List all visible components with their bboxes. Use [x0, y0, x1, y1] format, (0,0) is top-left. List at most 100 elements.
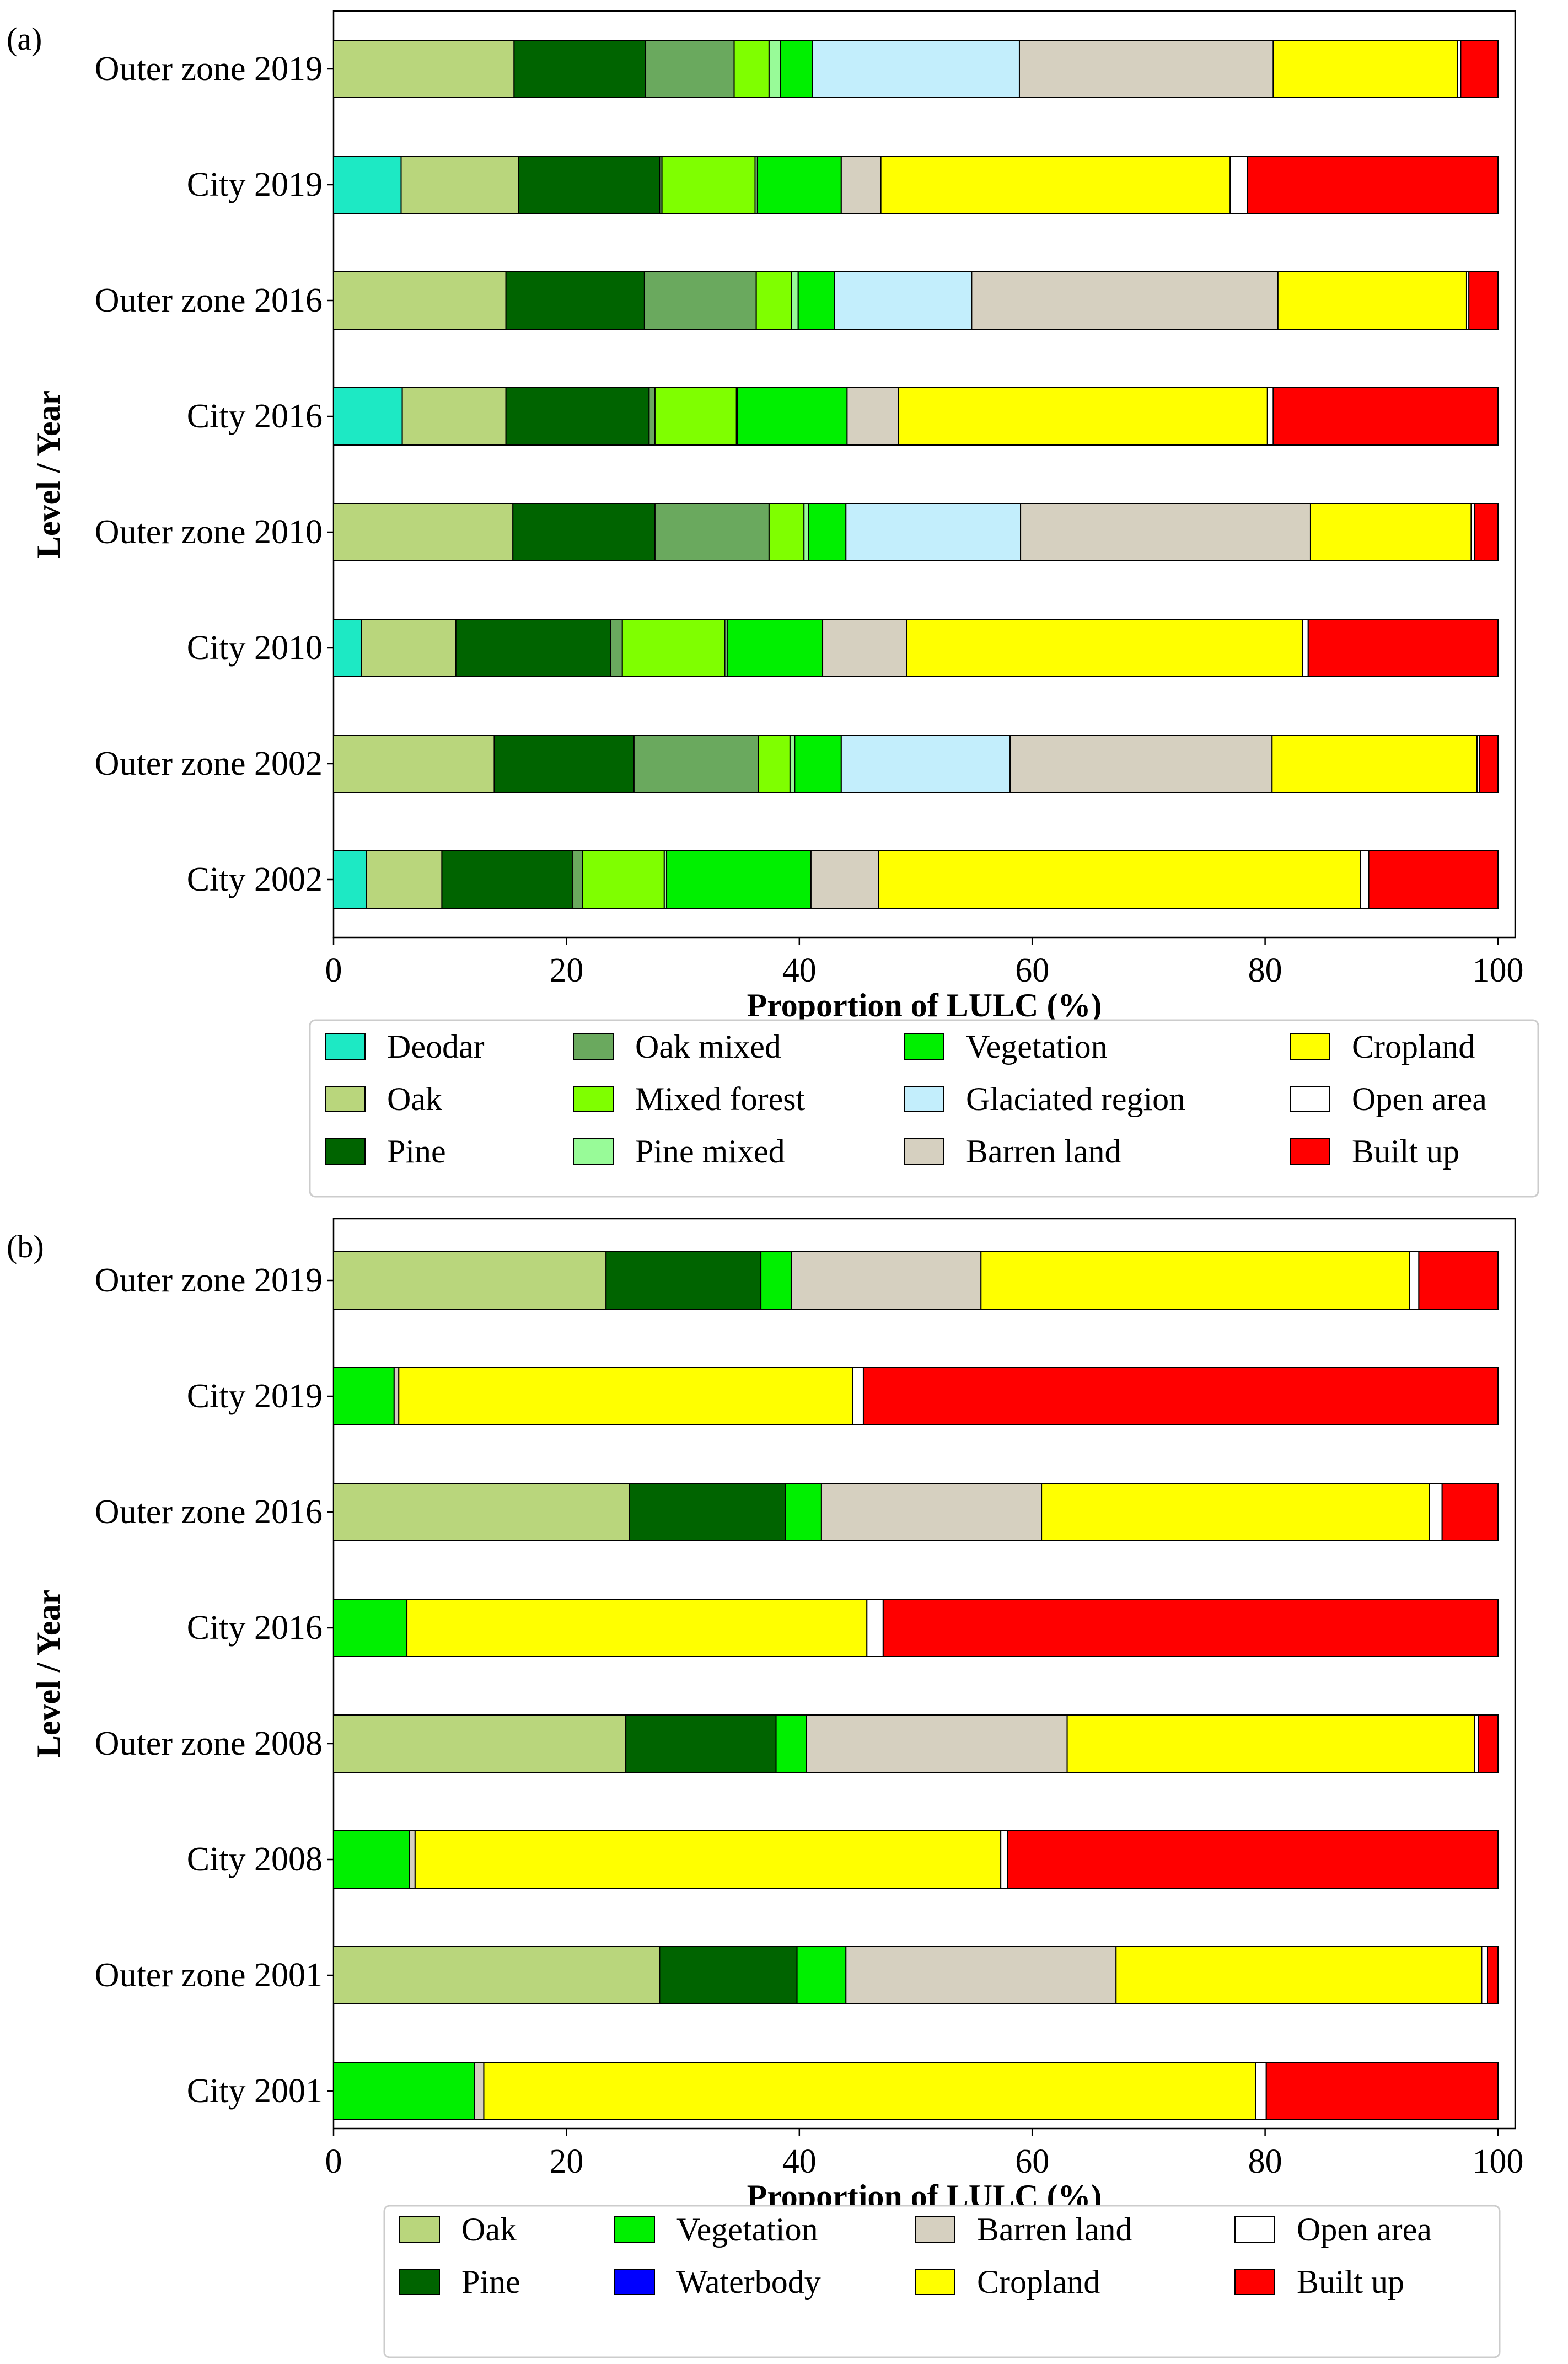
bar-segment-vegetation	[666, 850, 812, 909]
bar-segment-cropland	[406, 1599, 868, 1657]
bar-segment-cropland	[414, 1830, 1002, 1889]
bar-segment-vegetation	[780, 40, 813, 98]
bar-segment-built-up	[1368, 850, 1499, 909]
legend-label: Waterbody	[676, 2264, 821, 2300]
x-tick-label: 0	[325, 952, 342, 989]
legend-item-vegetation: Vegetation	[904, 1028, 1108, 1065]
legend-label: Deodar	[387, 1028, 485, 1065]
bar-segment-cropland	[1271, 735, 1478, 793]
bar-segment-oak	[333, 503, 514, 561]
y-tick-label: Outer zone 2008	[95, 1725, 323, 1762]
bar-segment-mixed-forest	[654, 387, 737, 446]
legend-item-waterbody: Waterbody	[614, 2264, 821, 2300]
bar-segment-pine	[629, 1483, 786, 1541]
bar-segment-barren-land	[1020, 503, 1311, 561]
legend-label: Built up	[1352, 1133, 1459, 1170]
bar-segment-oak	[333, 40, 515, 98]
y-tick-label: City 2019	[187, 166, 323, 203]
y-tick-label: Outer zone 2016	[95, 282, 323, 319]
legend-swatch	[399, 2216, 440, 2243]
bar-segment-open-area	[1481, 1946, 1488, 2004]
legend-label: Barren land	[966, 1133, 1121, 1170]
bar-segment-pine-mixed	[768, 40, 782, 98]
bar-segment-oak	[361, 619, 457, 677]
legend-item-glaciated-region: Glaciated region	[904, 1081, 1185, 1117]
bar-segment-cropland	[1272, 40, 1458, 98]
legend-swatch	[573, 1138, 614, 1165]
x-tick-label: 80	[1248, 2143, 1282, 2180]
bar-segment-oak	[400, 156, 519, 214]
bar-segment-open-area	[1255, 2062, 1267, 2120]
x-axis-title: Proportion of LULC (%)	[747, 987, 1102, 1023]
bar-segment-open-area	[1409, 1251, 1420, 1310]
bar-segment-cropland	[1309, 503, 1472, 561]
bar-segment-barren-land	[840, 156, 882, 214]
bar-segment-pine	[493, 735, 635, 793]
legend-label: Open area	[1297, 2211, 1432, 2248]
bar-segment-built-up	[1418, 1251, 1499, 1310]
bar-segment-oak-mixed	[654, 503, 770, 561]
bar-segment-vegetation	[785, 1483, 822, 1541]
legend-swatch	[915, 2269, 955, 2295]
bar-segment-glaciated-region	[840, 735, 1011, 793]
bar-segment-oak	[366, 850, 443, 909]
legend-swatch	[573, 1033, 614, 1060]
bar-segment-built-up	[1272, 387, 1499, 446]
bar-segment-oak-mixed	[643, 271, 757, 330]
bar-segment-built-up	[1265, 2062, 1499, 2120]
legend-swatch	[325, 1033, 366, 1060]
bar-segment-cropland	[898, 387, 1268, 446]
bar-segment-vegetation	[775, 1714, 807, 1773]
legend-label: Pine	[387, 1133, 446, 1170]
y-axis-title: Level / Year	[30, 390, 67, 558]
x-tick-label: 100	[1473, 2143, 1524, 2180]
x-tick-label: 40	[782, 952, 817, 989]
bar-segment-barren-land	[1018, 40, 1274, 98]
bar-segment-pine	[513, 40, 647, 98]
y-tick-label: City 2016	[187, 398, 323, 435]
legend-swatch	[1234, 2269, 1275, 2295]
bar-segment-open-area	[1302, 619, 1309, 677]
bar-segment-oak-mixed	[648, 387, 656, 446]
panel-label: (a)	[7, 21, 42, 57]
bar-segment-oak-mixed	[645, 40, 735, 98]
bar-segment-built-up	[1486, 1946, 1499, 2004]
bar-segment-oak	[401, 387, 507, 446]
bar-segment-oak	[333, 1946, 661, 2004]
legend-item-built-up: Built up	[1234, 2264, 1404, 2300]
bar-segment-barren-land	[409, 1830, 416, 1889]
bar-segment-deodar	[333, 387, 403, 446]
bar-segment-mixed-forest	[621, 619, 726, 677]
bar-segment-vegetation	[333, 1599, 408, 1657]
bar-segment-mixed-forest	[733, 40, 770, 98]
legend-label: Vegetation	[966, 1028, 1108, 1065]
bar-segment-oak-mixed	[610, 619, 623, 677]
y-tick-label: City 2019	[187, 1377, 323, 1415]
x-tick-label: 100	[1473, 952, 1524, 989]
bar-segment-pine	[441, 850, 573, 909]
bar-segment-vegetation	[808, 503, 847, 561]
bar-segment-vegetation	[726, 619, 824, 677]
bar-segment-built-up	[1007, 1830, 1499, 1889]
legend: Oak Pine Vegetation Waterbody Barren land Cro…	[383, 2205, 1501, 2358]
bar-segment-mixed-forest	[755, 271, 792, 330]
bar-segment-pine	[605, 1251, 762, 1310]
bar-segment-deodar	[333, 850, 367, 909]
bar-segment-cropland	[878, 850, 1361, 909]
bar-segment-built-up	[1468, 271, 1499, 330]
bar-segment-cropland	[398, 1367, 853, 1425]
bar-segment-pine-mixed	[789, 735, 796, 793]
legend-swatch	[1234, 2216, 1275, 2243]
bar-segment-cropland	[1066, 1714, 1475, 1773]
bar-segment-oak	[333, 1483, 630, 1541]
legend-item-cropland: Cropland	[915, 2264, 1100, 2300]
x-tick-label: 20	[549, 2143, 583, 2180]
legend-label: Mixed forest	[635, 1081, 806, 1117]
bar-segment-barren-land	[822, 619, 907, 677]
bar-segment-barren-land	[474, 2062, 485, 2120]
y-tick-label: Outer zone 2016	[95, 1493, 323, 1531]
bar-segment-pine-mixed	[803, 503, 809, 561]
legend-swatch	[399, 2269, 440, 2295]
bar-segment-vegetation	[333, 1367, 395, 1425]
legend-item-cropland: Cropland	[1290, 1028, 1475, 1065]
